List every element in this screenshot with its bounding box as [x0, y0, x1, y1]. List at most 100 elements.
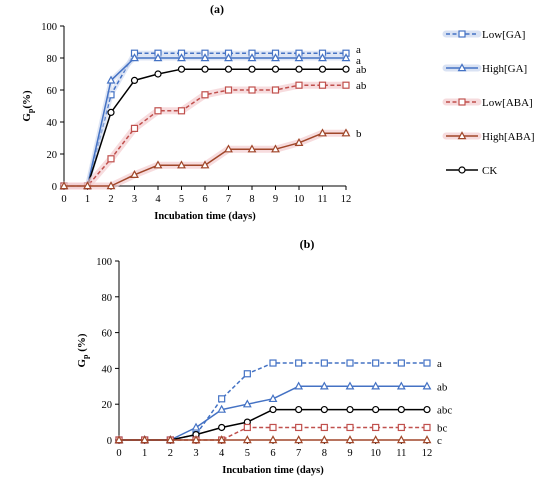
data-point-high_ga [200, 53, 210, 62]
legend-marker [458, 166, 466, 174]
series-high_aba: b [59, 128, 362, 190]
data-point-ck [318, 65, 327, 73]
data-point-ck [372, 405, 380, 414]
data-point-high_aba [130, 169, 139, 178]
data-point-high_ga [268, 393, 278, 403]
x-tick-label: 12 [341, 194, 352, 205]
legend-label: Low[ABA] [482, 97, 533, 109]
x-tick-label: 0 [116, 448, 121, 459]
data-point-high_ga [177, 53, 186, 62]
data-point-high_aba [224, 144, 233, 153]
legend-item-high_ga: High[GA] [442, 63, 527, 75]
data-point-high_ga [345, 381, 355, 390]
data-point-ck [342, 65, 350, 73]
significance-letter: bc [437, 422, 448, 434]
data-point-low_aba [271, 86, 280, 94]
data-point-ck [154, 70, 162, 78]
x-tick-label: 6 [270, 448, 275, 459]
x-tick-label: 9 [347, 448, 352, 459]
y-tick-label: 40 [47, 118, 58, 129]
data-point-low_ga [320, 359, 328, 367]
data-point-ck [107, 108, 115, 117]
data-point-low_aba [320, 423, 328, 432]
y-axis-label: Gp(%) [21, 90, 35, 122]
data-point-low_aba [342, 81, 350, 89]
series-low_ga: a [115, 358, 442, 444]
data-point-low_aba [130, 124, 139, 133]
data-point-high_aba [140, 435, 150, 444]
significance-letter: ab [437, 381, 448, 393]
data-point-high_ga [422, 381, 432, 390]
data-point-low_aba [107, 155, 115, 163]
chart-title: (a) [210, 2, 224, 16]
x-tick-label: 5 [245, 448, 250, 459]
data-point-ck [423, 405, 431, 414]
series-high_aba: c [114, 435, 442, 447]
x-tick-label: 10 [370, 448, 381, 459]
data-point-high_ga [153, 53, 163, 62]
data-point-low_ga [346, 359, 354, 367]
data-point-low_aba [318, 81, 327, 89]
legend-label: Low[GA] [482, 29, 525, 41]
data-point-low_aba [201, 91, 209, 99]
data-point-high_ga [319, 381, 329, 390]
data-point-high_aba [177, 160, 186, 169]
data-point-high_ga [224, 53, 233, 62]
x-tick-label: 10 [294, 194, 305, 205]
data-point-low_ga [397, 359, 405, 367]
data-point-high_ga [130, 53, 139, 62]
x-axis-label: Incubation time (days) [222, 465, 324, 476]
legend-item-high_aba: High[ABA] [442, 131, 535, 143]
data-point-high_ga [242, 399, 252, 408]
x-tick-label: 7 [296, 448, 301, 459]
legend-marker [458, 98, 466, 106]
data-point-high_aba [422, 435, 432, 444]
significance-letter: a [437, 358, 442, 370]
data-point-high_aba [341, 128, 351, 137]
significance-letter: abc [437, 405, 452, 417]
y-tick-label: 80 [47, 54, 58, 65]
data-point-low_aba [397, 423, 405, 432]
data-point-low_aba [295, 423, 303, 432]
y-tick-label: 60 [47, 86, 58, 97]
data-point-high_aba [83, 181, 92, 190]
y-tick-label: 40 [102, 364, 113, 375]
data-point-low_ga [295, 359, 303, 367]
x-tick-label: 1 [142, 448, 147, 459]
data-point-high_aba [268, 435, 278, 444]
legend-item-ck: CK [446, 165, 497, 177]
x-tick-label: 7 [226, 194, 231, 205]
y-tick-label: 0 [52, 182, 57, 193]
data-point-high_ga [341, 53, 351, 62]
data-point-low_ga [423, 359, 431, 367]
data-point-low_ga [218, 395, 226, 403]
data-point-low_ga [243, 370, 251, 378]
data-point-high_ga [294, 381, 304, 390]
series-high_ga: ab [114, 381, 448, 444]
data-point-low_aba [224, 86, 233, 94]
data-point-ck [269, 405, 277, 414]
data-point-high_aba [242, 435, 252, 444]
x-tick-label: 3 [132, 194, 137, 205]
data-point-ck [346, 405, 354, 414]
x-tick-label: 8 [322, 448, 327, 459]
x-tick-label: 6 [202, 194, 207, 205]
significance-letter: ab [356, 64, 367, 76]
data-point-high_ga [106, 75, 116, 84]
data-point-high_aba [153, 160, 163, 169]
data-point-high_aba [319, 435, 329, 444]
data-point-high_aba [271, 144, 280, 153]
data-point-low_ga [269, 359, 277, 367]
data-point-low_aba [423, 423, 431, 432]
data-point-low_ga [372, 359, 380, 367]
x-tick-label: 3 [193, 448, 198, 459]
data-point-high_ga [396, 381, 406, 390]
data-point-low_aba [346, 423, 354, 432]
legend: Low[GA] High[GA] Low[ABA] High[ABA] CK [442, 29, 535, 177]
x-tick-label: 1 [85, 194, 90, 205]
significance-letter: ab [356, 80, 367, 92]
data-point-ck [295, 405, 303, 414]
